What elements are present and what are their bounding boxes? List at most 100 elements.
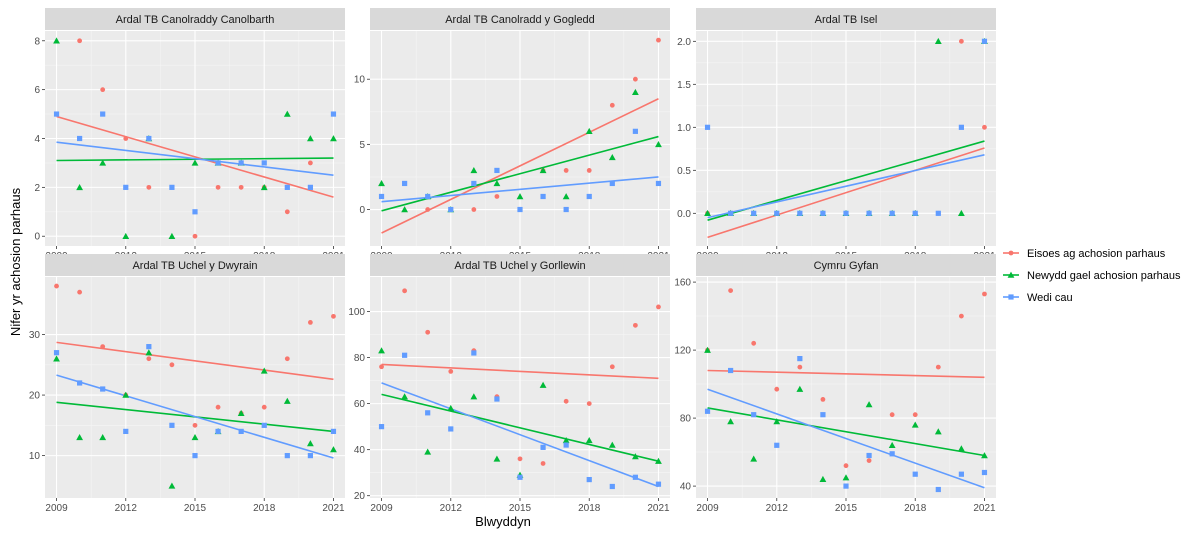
x-tick-label: 2015 <box>509 503 532 514</box>
y-tick-label: 10 <box>354 75 366 86</box>
x-tick-label: 2012 <box>440 503 463 514</box>
y-tick-label: 80 <box>354 353 366 364</box>
x-axis-title: Blwyddyn <box>475 514 531 529</box>
data-point <box>379 364 384 370</box>
data-point <box>540 193 546 200</box>
data-point <box>402 352 408 358</box>
facet-title: Ardal TB Canolraddy Canolbarth <box>116 14 275 26</box>
trend-line <box>707 147 985 239</box>
x-tick-label: 2012 <box>115 503 138 514</box>
data-point <box>215 428 221 434</box>
data-point <box>123 136 129 141</box>
y-tick-label: 100 <box>348 307 365 318</box>
data-point <box>632 76 638 82</box>
y-tick-label: 4 <box>34 134 40 145</box>
data-point <box>215 184 221 190</box>
data-point <box>238 160 244 166</box>
data-point <box>820 412 826 418</box>
data-point <box>704 209 711 217</box>
data-point <box>656 37 661 43</box>
x-tick-label: 2018 <box>904 503 927 514</box>
data-point <box>935 210 941 216</box>
data-point <box>751 412 757 418</box>
data-point <box>448 368 454 374</box>
data-point <box>307 320 313 325</box>
y-tick-label: 40 <box>354 445 366 456</box>
y-tick-label: 10 <box>29 451 41 462</box>
data-point <box>307 184 313 190</box>
data-point <box>448 426 454 432</box>
data-point <box>656 304 661 310</box>
data-point <box>935 364 941 370</box>
legend-item: Wedi cau <box>1003 292 1073 304</box>
data-point <box>957 445 965 452</box>
trend-line <box>707 154 985 219</box>
trend-line <box>56 141 334 176</box>
data-point <box>378 180 385 187</box>
data-point <box>774 442 780 448</box>
data-point <box>982 124 987 130</box>
data-point <box>330 428 337 434</box>
data-point <box>655 457 662 464</box>
y-tick-label: 2.0 <box>677 37 691 48</box>
data-point <box>796 385 804 392</box>
legend-key-marker <box>1008 294 1014 300</box>
data-point <box>471 180 477 187</box>
data-point <box>238 184 244 190</box>
trend-line <box>381 393 659 462</box>
data-point <box>608 153 616 161</box>
data-point <box>820 397 826 402</box>
data-point <box>447 404 455 411</box>
facet-title: Ardal TB Isel <box>815 14 878 26</box>
data-point <box>146 356 152 362</box>
data-point <box>751 340 757 346</box>
data-point <box>146 344 152 350</box>
data-point <box>307 453 313 459</box>
data-point <box>728 288 734 293</box>
data-point <box>934 37 942 45</box>
data-point <box>99 434 107 441</box>
data-point <box>471 350 477 356</box>
facet-strip <box>370 8 670 30</box>
facet-panel: Ardal TB Canolradd y Gogledd200920122015… <box>354 8 670 262</box>
y-tick-label: 30 <box>29 330 41 341</box>
data-point <box>237 409 245 416</box>
y-tick-label: 1.5 <box>677 80 691 91</box>
data-point <box>494 396 500 402</box>
data-point <box>378 347 385 354</box>
x-tick-label: 2018 <box>253 503 276 514</box>
y-tick-label: 2 <box>34 183 40 194</box>
data-point <box>191 159 199 166</box>
data-point <box>77 380 83 386</box>
y-tick-label: 20 <box>29 391 41 402</box>
facet-strip <box>45 8 345 30</box>
data-point <box>585 127 593 135</box>
data-point <box>843 483 849 489</box>
data-point <box>935 486 941 493</box>
data-point <box>470 167 478 174</box>
data-point <box>378 424 385 430</box>
data-point <box>562 437 570 444</box>
data-point <box>517 206 523 213</box>
data-point <box>76 183 84 191</box>
data-point <box>563 442 569 448</box>
facet-title: Ardal TB Uchel y Dwyrain <box>132 260 257 272</box>
data-point <box>169 184 175 190</box>
data-point <box>284 209 290 215</box>
data-point <box>820 210 826 216</box>
data-point <box>704 408 711 414</box>
data-point <box>401 206 409 213</box>
y-tick-label: 80 <box>680 414 692 425</box>
data-point <box>958 124 964 130</box>
data-point <box>958 38 964 44</box>
data-point <box>912 471 918 477</box>
facet-panel: Ardal TB Uchel y Gorllewin 2009 2012 2015 20… <box>348 254 670 514</box>
data-point <box>563 168 569 173</box>
x-tick-label: 2021 <box>647 503 670 514</box>
facet-panel: Ardal TB Isel200920122015201820210.00.51… <box>677 8 996 262</box>
legend-label: Eisoes ag achosion parhaus <box>1027 248 1166 260</box>
data-point <box>283 110 291 117</box>
data-point <box>471 207 477 212</box>
data-point <box>540 444 546 450</box>
